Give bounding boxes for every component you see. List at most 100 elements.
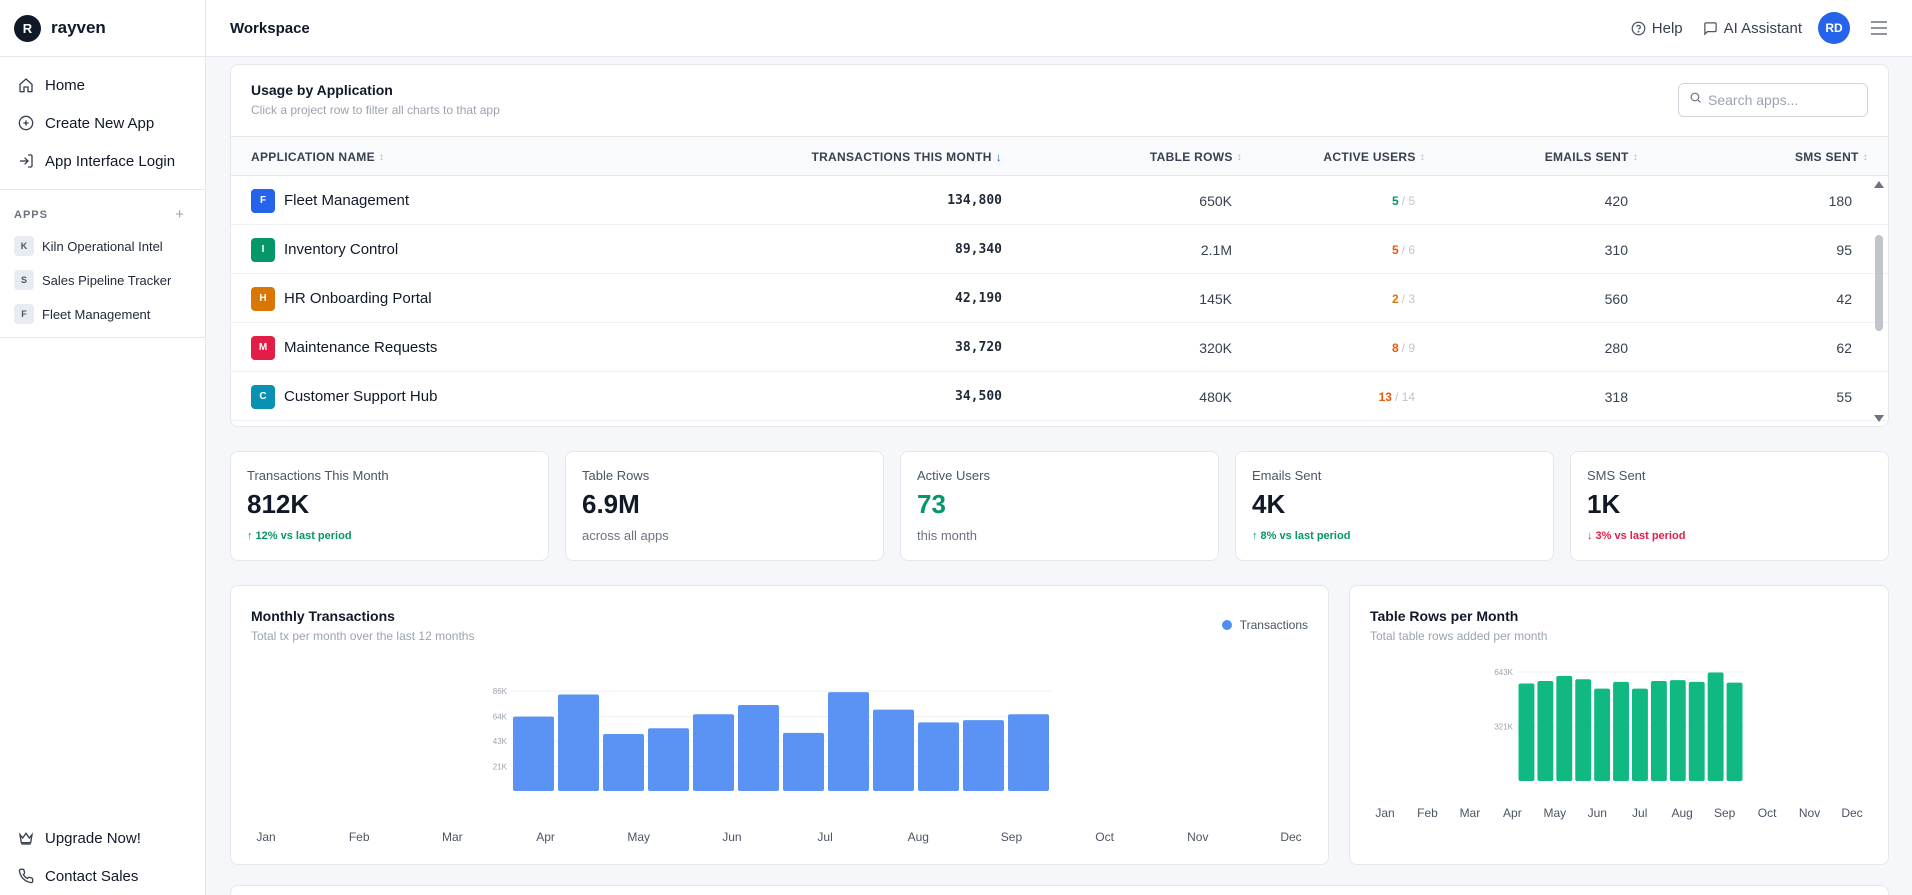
bar[interactable] [1650, 680, 1667, 781]
apps-section-title: APPS [14, 208, 48, 221]
table-row[interactable]: C Customer Support Hub 34,500 480K 13/ 14 318… [231, 372, 1888, 421]
table-row[interactable]: H HR Onboarding Portal 42,190 145K 2/ 3 560 42 [231, 274, 1888, 323]
bar[interactable] [648, 728, 689, 791]
bar[interactable] [513, 716, 554, 791]
kpi-active-users: Active Users 73 this month [900, 451, 1219, 561]
kpi-note: this month [917, 528, 977, 543]
help-button[interactable]: Help [1631, 20, 1683, 37]
nav-app-interface-login[interactable]: App Interface Login [0, 142, 205, 180]
cell-table-rows: 2.1M [1200, 241, 1232, 258]
ai-assistant-button[interactable]: AI Assistant [1703, 20, 1802, 37]
kpi-label: Active Users [917, 468, 990, 483]
kpi-label: SMS Sent [1587, 468, 1646, 483]
sidebar-app-sales-pipeline-tracker[interactable]: S Sales Pipeline Tracker [0, 263, 205, 297]
apps-section-header: APPS + [0, 190, 205, 229]
cell-app-name: M Maintenance Requests [251, 323, 437, 372]
cell-sms-sent: 55 [1836, 388, 1852, 405]
cell-active-users: 13/ 14 [1379, 372, 1415, 421]
bar[interactable] [1632, 688, 1648, 781]
cell-active-users: 8/ 9 [1392, 323, 1415, 372]
app-letter-badge: H [251, 286, 275, 311]
sidebar-app-fleet-management[interactable]: F Fleet Management [0, 297, 205, 331]
users-active: 2 [1391, 291, 1399, 306]
x-tick-label: Apr [536, 830, 555, 844]
usage-by-application-card: Usage by Application Click a project row… [230, 64, 1889, 427]
bar[interactable] [963, 720, 1004, 791]
app-name: Customer Support Hub [284, 388, 438, 405]
table-row[interactable]: M Maintenance Requests 38,720 320K 8/ 9 280 62 [231, 323, 1888, 372]
col-active-users[interactable]: ACTIVE USERS ↕ [1323, 137, 1425, 177]
bar[interactable] [1008, 714, 1049, 791]
bar[interactable] [828, 692, 869, 791]
bar[interactable] [558, 694, 599, 791]
cell-app-name: I Inventory Control [251, 225, 398, 274]
ai-assistant-label: AI Assistant [1723, 19, 1802, 37]
login-icon [17, 152, 35, 170]
col-transactions[interactable]: TRANSACTIONS THIS MONTH ↓ [811, 137, 1002, 177]
chart-legend[interactable]: Transactions [1221, 618, 1308, 632]
bar[interactable] [783, 732, 824, 791]
kpi-label: Transactions This Month [247, 468, 389, 483]
bar[interactable] [1707, 672, 1724, 781]
bar[interactable] [918, 722, 959, 791]
bar[interactable] [1688, 681, 1705, 781]
bar[interactable] [1556, 675, 1573, 781]
brand[interactable]: R rayven [0, 0, 205, 57]
bar[interactable] [738, 704, 779, 791]
bar[interactable] [603, 734, 644, 791]
scroll-up-arrow-icon[interactable] [1874, 181, 1884, 188]
add-app-button[interactable]: + [175, 206, 185, 223]
sidebar-app-kiln-operational-intel[interactable]: K Kiln Operational Intel [0, 229, 205, 263]
bar[interactable] [1518, 683, 1535, 781]
x-tick-label: May [627, 830, 650, 844]
sort-icon: ↕ [1419, 151, 1425, 163]
chart-subtitle: Total tx per month over the last 12 mont… [251, 629, 475, 643]
cell-table-rows: 480K [1199, 388, 1232, 405]
contact-sales-link[interactable]: Contact Sales [0, 857, 205, 895]
table-row[interactable]: I Inventory Control 89,340 2.1M 5/ 6 310 95 [231, 225, 1888, 274]
bar[interactable] [1669, 680, 1686, 781]
search-apps-input[interactable] [1708, 92, 1858, 108]
sort-icon: ↕ [378, 151, 385, 163]
main-nav: Home Create New App App Interface Login [0, 57, 205, 190]
bar[interactable] [1537, 680, 1554, 781]
nav-home[interactable]: Home [0, 66, 205, 104]
col-table-rows[interactable]: TABLE ROWS ↕ [1150, 137, 1242, 177]
table-scrollbar-thumb[interactable] [1875, 235, 1883, 331]
user-avatar[interactable]: RD [1818, 12, 1850, 44]
bar[interactable] [1575, 679, 1592, 781]
bar[interactable] [1613, 681, 1629, 781]
x-tick-label: Jan [256, 830, 275, 844]
upgrade-now-link[interactable]: Upgrade Now! [0, 819, 205, 857]
col-label: ACTIVE USERS [1323, 150, 1416, 164]
col-emails-sent[interactable]: EMAILS SENT ↕ [1545, 137, 1638, 177]
y-tick-label: 43K [493, 737, 508, 746]
cell-emails-sent: 280 [1604, 339, 1628, 356]
nav-create-new-app[interactable]: Create New App [0, 104, 205, 142]
x-tick-label: Jul [1632, 806, 1647, 820]
chart-title: Table Rows per Month [1370, 608, 1519, 624]
monthly-transactions-chart: 86K 64K 43K 21K Jan Feb Mar Apr May Jun Jul Aug Sep O… [256, 687, 1301, 844]
sidebar-app-label: Fleet Management [42, 306, 151, 322]
col-label: SMS SENT [1794, 150, 1859, 164]
col-application-name[interactable]: APPLICATION NAME ↕ [251, 137, 384, 177]
bar[interactable] [693, 714, 734, 791]
sidebar-app-label: Sales Pipeline Tracker [42, 272, 172, 288]
app-name: Inventory Control [284, 241, 399, 258]
bar[interactable] [1594, 688, 1611, 781]
users-total: / 3 [1401, 291, 1415, 306]
col-sms-sent[interactable]: SMS SENT ↕ [1795, 137, 1868, 177]
bar[interactable] [873, 709, 914, 791]
x-tick-label: Mar [442, 830, 463, 844]
bar[interactable] [1726, 682, 1743, 781]
table-row[interactable]: F Fleet Management 134,800 650K 5/ 5 420 180 [231, 176, 1888, 225]
hamburger-menu-icon[interactable] [1870, 20, 1888, 36]
x-tick-label: Sep [1714, 806, 1736, 820]
scroll-down-arrow-icon[interactable] [1874, 415, 1884, 422]
home-icon [17, 76, 35, 94]
usage-title: Usage by Application [251, 82, 393, 98]
contact-sales-label: Contact Sales [45, 867, 139, 885]
nav-create-new-app-label: Create New App [45, 114, 155, 132]
x-tick-label: Sep [1001, 830, 1023, 844]
x-tick-label: Oct [1095, 830, 1114, 844]
